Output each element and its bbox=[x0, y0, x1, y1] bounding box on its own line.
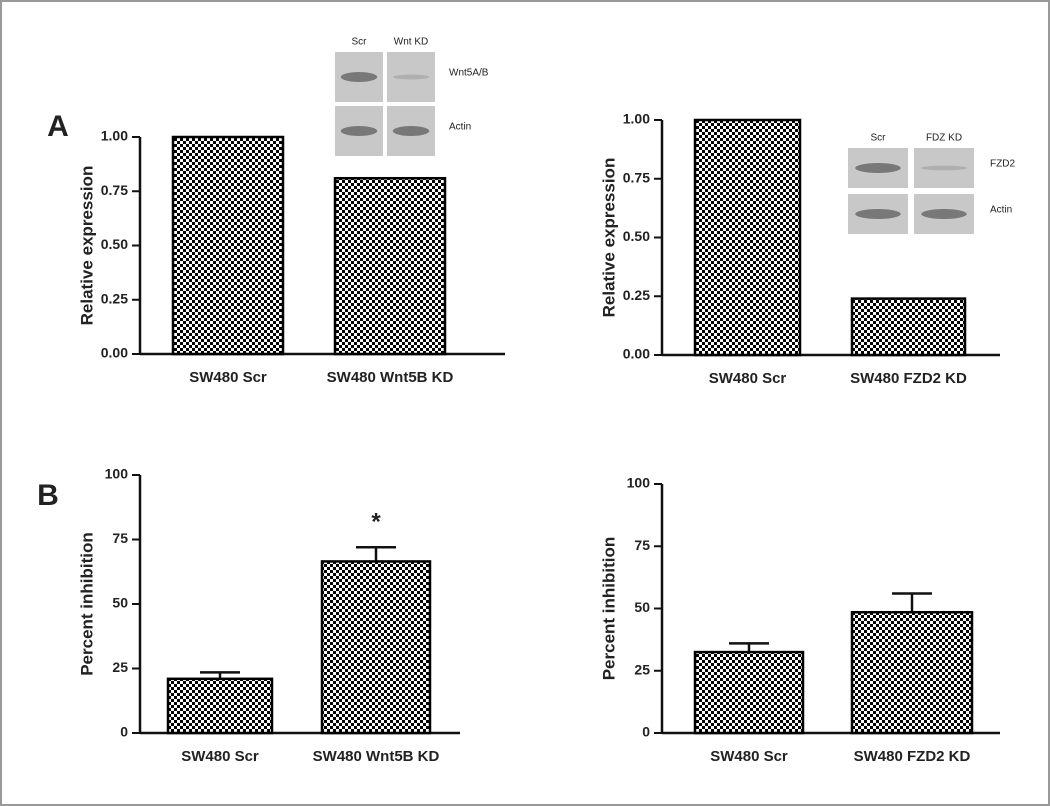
y-tick-label: 0.50 bbox=[623, 228, 650, 244]
blot-band bbox=[392, 126, 430, 136]
y-tick-label: 25 bbox=[634, 661, 650, 677]
blot-band bbox=[340, 72, 378, 82]
y-tick-label: 1.00 bbox=[623, 111, 650, 127]
y-tick-label: 0.00 bbox=[101, 345, 128, 361]
y-axis-label: Percent inhibition bbox=[77, 532, 96, 676]
bar bbox=[333, 176, 447, 356]
x-tick-label: SW480 Wnt5B KD bbox=[327, 369, 454, 386]
bar bbox=[693, 650, 805, 735]
blot-band bbox=[855, 209, 901, 219]
y-tick-label: 0 bbox=[120, 724, 128, 740]
y-tick-label: 0.25 bbox=[101, 290, 128, 306]
blot-band bbox=[921, 209, 967, 219]
bar bbox=[166, 677, 274, 735]
y-tick-label: 100 bbox=[627, 475, 651, 491]
y-axis-label: Relative expression bbox=[599, 158, 618, 318]
y-tick-label: 0.00 bbox=[623, 346, 650, 362]
x-tick-label: SW480 Scr bbox=[710, 748, 788, 765]
y-tick-label: 0.25 bbox=[623, 287, 650, 303]
x-tick-label: SW480 FZD2 KD bbox=[850, 370, 967, 387]
bar bbox=[693, 118, 802, 357]
x-tick-label: SW480 Wnt5B KD bbox=[313, 748, 440, 765]
x-tick-label: SW480 Scr bbox=[189, 369, 267, 386]
blot-row-label: Actin bbox=[449, 122, 471, 133]
y-tick-label: 0 bbox=[642, 724, 650, 740]
blot-band bbox=[392, 74, 430, 80]
blot-lane-label: Wnt KD bbox=[394, 37, 428, 48]
y-tick-label: 0.50 bbox=[101, 236, 128, 252]
bar bbox=[850, 297, 967, 357]
blot-band bbox=[921, 165, 967, 171]
y-tick-label: 0.75 bbox=[101, 182, 128, 198]
blot-lane-label: FDZ KD bbox=[926, 133, 962, 144]
y-tick-label: 1.00 bbox=[101, 128, 128, 144]
x-tick-label: SW480 FZD2 KD bbox=[854, 748, 971, 765]
y-tick-label: 75 bbox=[112, 530, 128, 546]
blot-lane-label: Scr bbox=[871, 133, 887, 144]
blot-lane-label: Scr bbox=[352, 37, 368, 48]
panel-label: B bbox=[37, 479, 59, 512]
blot-row-label: Actin bbox=[990, 205, 1012, 216]
y-tick-label: 0.75 bbox=[623, 169, 650, 185]
bar bbox=[171, 135, 285, 356]
y-tick-label: 100 bbox=[105, 466, 129, 482]
significance-marker: * bbox=[371, 509, 381, 536]
bar bbox=[850, 610, 974, 735]
y-tick-label: 75 bbox=[634, 537, 650, 553]
y-tick-label: 50 bbox=[634, 599, 650, 615]
bar bbox=[320, 560, 432, 735]
y-axis-label: Percent inhibition bbox=[599, 537, 618, 681]
blot-row-label: Wnt5A/B bbox=[449, 68, 489, 79]
blot-band bbox=[855, 163, 901, 173]
y-tick-label: 50 bbox=[112, 595, 128, 611]
x-tick-label: SW480 Scr bbox=[181, 748, 259, 765]
y-tick-label: 25 bbox=[112, 659, 128, 675]
blot-band bbox=[340, 126, 378, 136]
panel-label: A bbox=[47, 110, 69, 143]
blot-row-label: FZD2 bbox=[990, 159, 1015, 170]
y-axis-label: Relative expression bbox=[77, 166, 96, 326]
x-tick-label: SW480 Scr bbox=[709, 370, 787, 387]
